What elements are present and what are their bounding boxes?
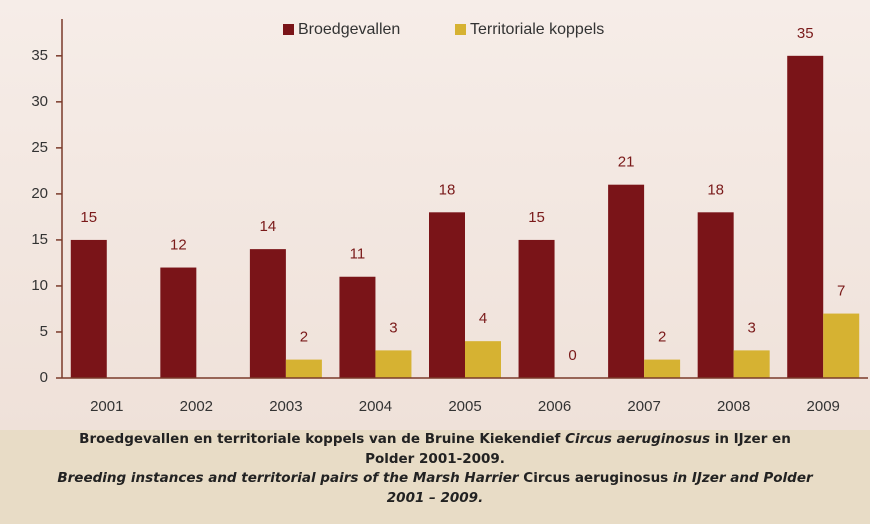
value-label: 15 [80, 209, 97, 226]
caption: Broedgevallen en territoriale koppels va… [0, 430, 870, 524]
y-tick-label: 35 [31, 47, 48, 64]
y-tick-label: 25 [31, 139, 48, 156]
value-label: 14 [260, 218, 277, 235]
caption-line: 2001 – 2009. [0, 489, 870, 509]
x-tick-label: 2009 [807, 398, 840, 415]
bar [375, 350, 412, 378]
y-tick-label: 20 [31, 185, 48, 202]
value-label: 2 [658, 329, 666, 346]
value-label: 18 [707, 181, 724, 198]
legend-label: Broedgevallen [298, 21, 400, 38]
value-label: 21 [618, 154, 635, 171]
x-tick-label: 2002 [180, 398, 213, 415]
caption-line: Breeding instances and territorial pairs… [0, 469, 870, 489]
caption-text: Broedgevallen en territoriale koppels va… [79, 431, 566, 447]
caption-text: Circus aeruginosus [523, 470, 669, 486]
bar [465, 341, 501, 378]
bar [608, 184, 645, 378]
value-label: 18 [439, 181, 456, 198]
value-label: 15 [528, 209, 545, 226]
caption-line: Broedgevallen en territoriale koppels va… [0, 430, 870, 450]
x-tick-label: 2006 [538, 398, 571, 415]
caption-text: Circus aeruginosus [565, 431, 710, 447]
y-tick-label: 30 [31, 93, 48, 110]
legend-label: Territoriale koppels [470, 21, 604, 38]
bar [160, 267, 197, 378]
bar [733, 350, 770, 378]
x-tick-label: 2004 [359, 398, 392, 415]
bar [787, 55, 824, 378]
value-label: 4 [479, 310, 487, 327]
x-tick-label: 2003 [269, 398, 302, 415]
value-label: 3 [747, 319, 755, 336]
bar [823, 313, 860, 378]
y-tick-label: 5 [40, 323, 48, 340]
bar [644, 359, 681, 378]
bar [285, 359, 322, 378]
caption-text: 2001 – 2009. [386, 489, 484, 506]
value-label: 35 [797, 25, 814, 42]
value-label: 3 [389, 319, 397, 336]
caption-text: Breeding instances and territorial pairs… [57, 470, 524, 486]
y-tick-label: 0 [40, 369, 48, 386]
value-label: 2 [300, 329, 308, 346]
chart: 0510152025303520011520021220031422004113… [0, 0, 870, 430]
caption-text: Polder 2001-2009. [365, 450, 505, 467]
x-tick-label: 2005 [448, 398, 481, 415]
bar [339, 276, 376, 378]
value-label: 11 [350, 246, 366, 263]
bar [429, 212, 465, 378]
bar [70, 239, 107, 378]
bar [697, 212, 734, 378]
x-tick-label: 2008 [717, 398, 750, 415]
x-tick-label: 2007 [627, 398, 660, 415]
y-tick-label: 10 [31, 277, 48, 294]
y-tick-label: 15 [31, 231, 48, 248]
legend-swatch [283, 24, 294, 35]
value-label: 0 [568, 347, 576, 364]
bar [249, 249, 286, 378]
x-tick-label: 2001 [90, 398, 123, 415]
caption-line: Polder 2001-2009. [0, 450, 870, 470]
bar [518, 239, 555, 378]
value-label: 7 [837, 283, 845, 300]
legend-swatch [455, 24, 466, 35]
caption-text: in IJzer en [710, 431, 791, 447]
value-label: 12 [170, 237, 187, 254]
caption-text: in IJzer and Polder [668, 470, 813, 486]
